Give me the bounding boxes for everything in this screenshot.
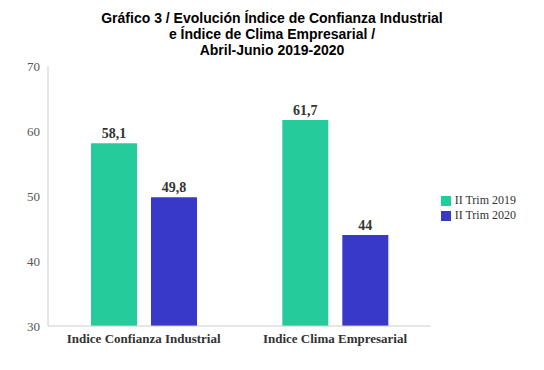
svg-text:61,7: 61,7 [293,103,318,118]
html-text:e Índice de Clima Empresarial: e Índice de Clima Empresarial / [168,26,376,42]
html-text:Gráfico 3 / Evolución Índice d: Gráfico 3 / Evolución Índice de Confianz… [101,10,443,26]
svg-text:Indice Confianza Industrial: Indice Confianza Industrial [67,331,221,346]
svg-text:44: 44 [358,218,372,233]
svg-text:60: 60 [27,124,40,139]
svg-text:70: 70 [27,59,40,74]
html-text:II Trim 2019: II Trim 2019 [454,193,516,207]
html-text:II Trim 2020: II Trim 2020 [454,208,516,222]
svg-text:58,1: 58,1 [102,126,127,141]
svg-text:Indice Clima Empresarial: Indice Clima Empresarial [263,331,408,346]
svg-text:30: 30 [27,319,40,334]
svg-text:50: 50 [27,189,40,204]
svg-text:40: 40 [27,254,40,269]
html-text:Abril-Junio 2019-2020: Abril-Junio 2019-2020 [199,42,345,58]
svg-text:49,8: 49,8 [162,180,187,195]
